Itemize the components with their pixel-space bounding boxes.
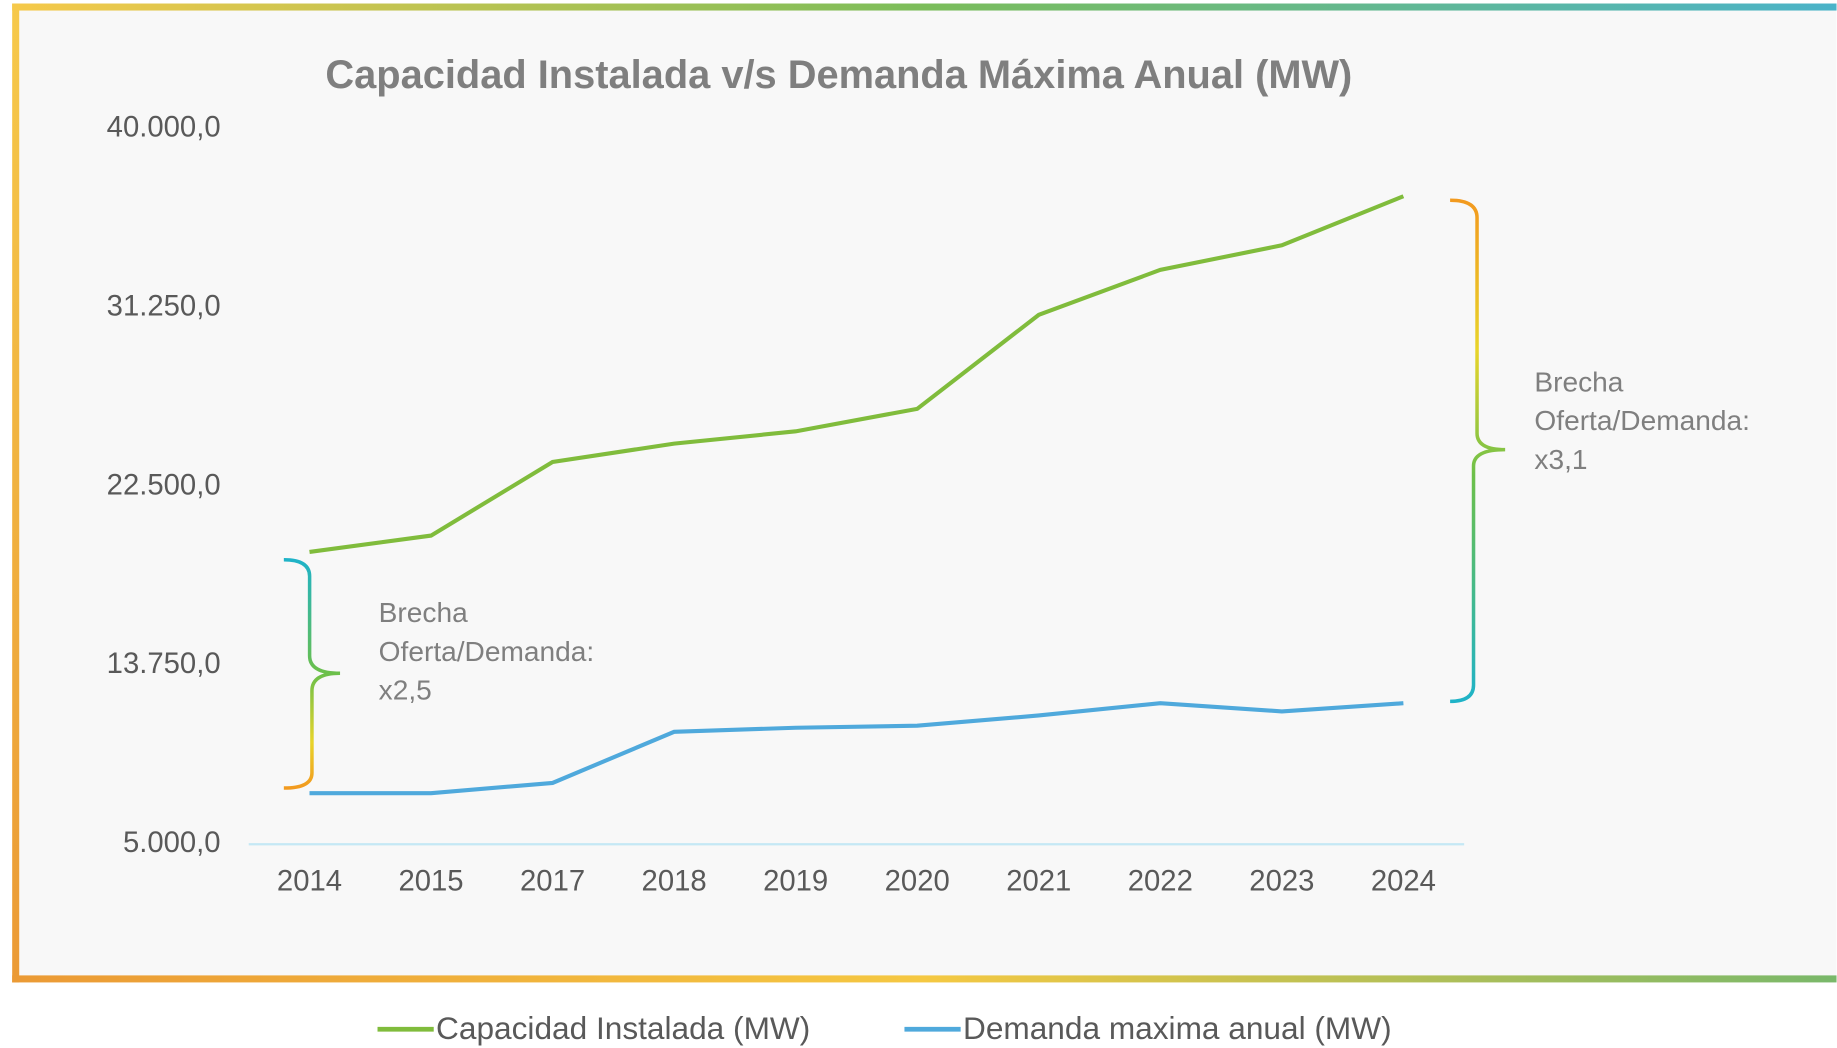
x-tick-label: 2022: [1128, 866, 1193, 898]
legend-label: Demanda maxima anual (MW): [963, 1010, 1392, 1046]
legend-label: Capacidad Instalada (MW): [436, 1010, 810, 1046]
x-tick-label: 2020: [885, 866, 950, 898]
annotation: x3,1: [1534, 444, 1587, 475]
brace-left: [283, 557, 341, 790]
x-tick-label: 2017: [520, 866, 585, 898]
frame-bottom: [12, 975, 1837, 983]
series-line: [309, 194, 1405, 554]
frame-top: [12, 3, 1837, 11]
annotation: Oferta/Demanda:: [1534, 405, 1750, 436]
frame-left: [12, 3, 20, 983]
y-tick-label: 31.250,0: [107, 290, 221, 322]
y-tick-label: 13.750,0: [107, 648, 221, 680]
y-tick-label: 5.000,0: [123, 827, 221, 859]
y-tick-label: 40.000,0: [107, 112, 221, 144]
y-tick-label: 22.500,0: [107, 469, 221, 501]
annotation: Oferta/Demanda:: [379, 636, 595, 667]
x-tick-label: 2014: [277, 866, 342, 898]
x-tick-label: 2018: [642, 866, 707, 898]
x-tick-label: 2021: [1006, 866, 1071, 898]
x-tick-label: 2019: [763, 866, 828, 898]
plot-background: [12, 7, 1837, 979]
brace-right: [1450, 198, 1506, 704]
annotation: Brecha: [1534, 366, 1623, 397]
series-line: [309, 701, 1404, 796]
x-tick-label: 2023: [1249, 866, 1314, 898]
annotation: Brecha: [379, 597, 468, 628]
annotation: x2,5: [379, 674, 432, 705]
chart-title: Capacidad Instalada v/s Demanda Máxima A…: [325, 53, 1352, 97]
x-tick-label: 2015: [398, 866, 463, 898]
x-tick-label: 2024: [1371, 866, 1436, 898]
